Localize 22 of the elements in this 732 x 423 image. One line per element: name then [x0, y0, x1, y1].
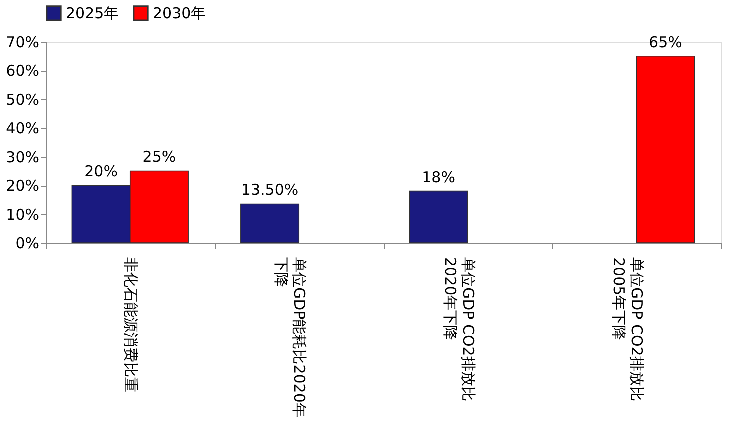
- y-tick-label: 20%: [6, 177, 40, 196]
- x-tick-label: 单位GDP能耗比2020年下降: [272, 258, 309, 418]
- y-tick-label: 60%: [6, 62, 40, 80]
- bar: [409, 190, 468, 244]
- y-tick-label: 10%: [6, 206, 40, 224]
- x-tick-label: 单位GDP CO2排放比 2005年下降: [610, 258, 646, 402]
- y-tick-label: 50%: [6, 90, 40, 109]
- bar: [240, 204, 300, 244]
- y-tick-label: 0%: [16, 234, 40, 252]
- x-tick-label: 单位GDP CO2排放比 2020年下降: [441, 258, 478, 402]
- data-label: 18%: [422, 168, 456, 186]
- bar: [636, 56, 696, 244]
- y-tick-label: 30%: [6, 148, 40, 166]
- y-tick-label: 70%: [6, 34, 40, 52]
- legend-label: 2025年: [66, 4, 120, 22]
- data-label: 20%: [84, 162, 118, 181]
- data-label: 65%: [649, 33, 682, 52]
- x-tick-label: 非化石能源消费比重: [122, 258, 140, 392]
- data-label: 13.50%: [241, 181, 299, 200]
- data-label: 25%: [142, 148, 176, 166]
- y-tick-label: 40%: [6, 120, 40, 138]
- legend-label: 2030年: [153, 4, 206, 22]
